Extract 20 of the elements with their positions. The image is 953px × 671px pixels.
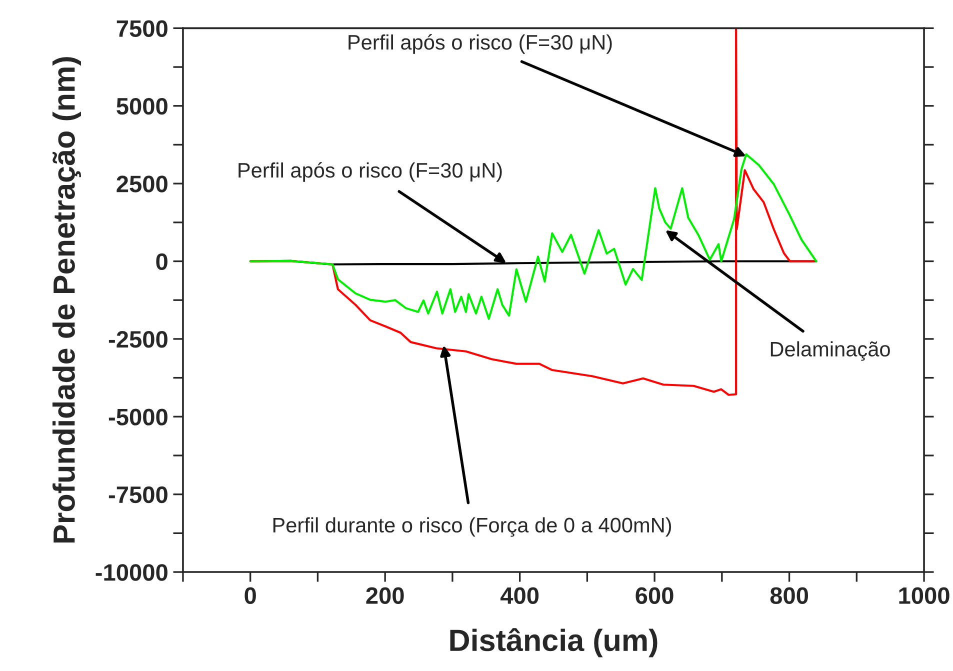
x-axis-title: Distância (um) (450, 628, 658, 658)
y-tick-label: -2500 (108, 331, 168, 348)
y-tick-label: -10000 (96, 564, 168, 581)
x-tick-label: 800 (770, 587, 808, 604)
y-tick-label: 5000 (116, 98, 168, 115)
y-tick-label: -5000 (108, 408, 168, 426)
annotation: Perfil após o risco (F=30 μN) (238, 162, 502, 182)
y-axis-title: Profundidade de Penetração (nm) (52, 57, 81, 543)
x-tick-label: 1000 (899, 587, 950, 604)
x-tick-label: 600 (636, 587, 674, 604)
x-tick-label: 200 (366, 587, 404, 604)
y-tick-label: 7500 (116, 20, 168, 37)
annotation: Perfil após o risco (F=30 μN) (348, 34, 612, 54)
y-tick-label: 2500 (116, 176, 168, 192)
x-tick-label: 400 (500, 587, 539, 604)
y-tick-label: -7500 (108, 486, 168, 504)
annotation: Delaminação (770, 341, 890, 361)
x-tick-label: 0 (244, 587, 256, 604)
y-tick-label: 0 (156, 253, 168, 270)
annotation: Perfil durante o risco (Força de 0 a 400mN) (273, 517, 672, 537)
